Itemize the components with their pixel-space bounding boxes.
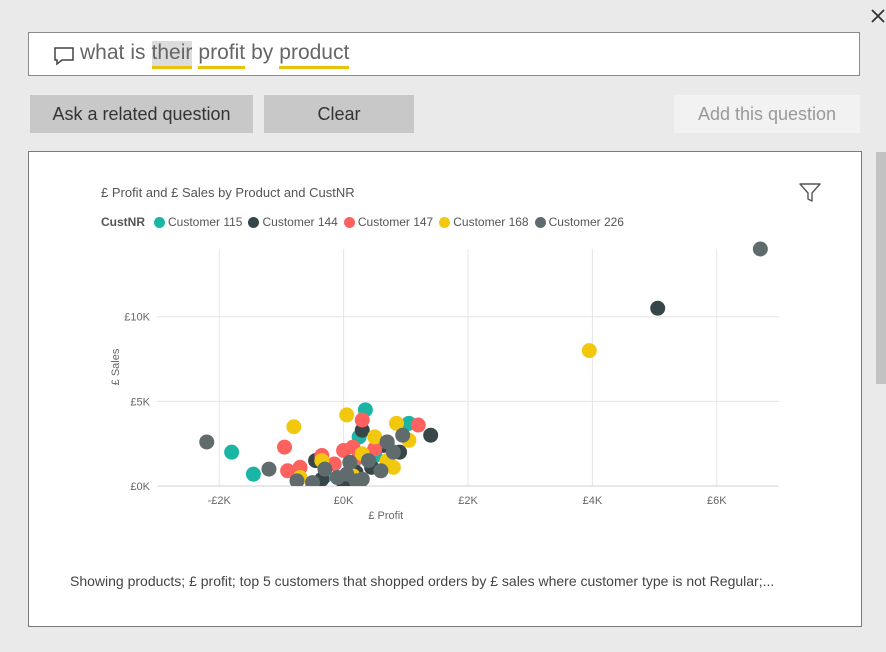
data-point[interactable] [367, 429, 383, 445]
y-tick-label: £5K [130, 396, 150, 408]
data-point[interactable] [395, 427, 411, 443]
result-description: Showing products; £ profit; top 5 custom… [70, 573, 775, 589]
visual-card: £ Profit and £ Sales by Product and Cust… [28, 151, 862, 627]
data-point[interactable] [289, 473, 305, 488]
data-point[interactable] [342, 454, 358, 470]
data-point[interactable] [752, 241, 768, 257]
data-point[interactable] [379, 434, 395, 450]
speech-bubble-icon [54, 47, 74, 66]
legend-title: CustNR [101, 215, 145, 229]
data-point[interactable] [199, 434, 215, 450]
chart-title: £ Profit and £ Sales by Product and Cust… [101, 185, 355, 200]
x-axis-label: £ Profit [368, 510, 403, 522]
x-tick-label: £4K [583, 495, 603, 507]
data-point[interactable] [261, 461, 277, 477]
add-this-question-button[interactable]: Add this question [674, 95, 860, 133]
x-tick-label: £2K [458, 495, 478, 507]
legend-dot [343, 216, 355, 228]
data-point[interactable] [650, 300, 666, 316]
legend-dot [534, 216, 546, 228]
legend-item[interactable]: Customer 226 [534, 215, 624, 229]
clear-button[interactable]: Clear [264, 95, 414, 133]
y-tick-label: £10K [124, 312, 150, 324]
x-tick-label: £0K [334, 495, 354, 507]
legend-item[interactable]: Customer 147 [343, 215, 434, 229]
legend-dot [439, 216, 451, 228]
data-point[interactable] [354, 412, 370, 428]
data-point[interactable] [367, 441, 383, 457]
question-word[interactable]: product [279, 41, 350, 69]
close-icon [871, 9, 885, 23]
data-point[interactable] [385, 459, 401, 475]
question-word[interactable]: by [251, 41, 274, 64]
legend-label: Customer 144 [262, 215, 338, 229]
data-point[interactable] [245, 466, 261, 482]
scatter-plot: -£2K £0K £2K £4K £6K £0K £5K £10K £ Profit £ Sale… [110, 241, 779, 522]
question-word[interactable]: profit [198, 41, 246, 69]
filter-icon[interactable] [798, 182, 822, 204]
data-point[interactable] [317, 461, 333, 477]
data-point[interactable] [339, 466, 355, 482]
data-point[interactable] [277, 439, 293, 455]
close-button[interactable] [868, 6, 886, 26]
scrollbar-thumb[interactable] [876, 152, 886, 384]
data-point[interactable] [360, 453, 376, 469]
y-axis-label: £ Sales [110, 348, 122, 385]
y-tick-label: £0K [130, 481, 150, 493]
question-word[interactable]: what [80, 41, 125, 64]
ask-related-question-button[interactable]: Ask a related question [30, 95, 253, 133]
data-point[interactable] [388, 415, 404, 431]
legend-item[interactable]: Customer 168 [439, 215, 529, 229]
x-tick-label: £6K [707, 495, 727, 507]
data-point[interactable] [354, 471, 370, 487]
legend-label: Customer 115 [168, 215, 243, 229]
legend-label: Customer 168 [453, 215, 529, 229]
points-group [199, 241, 768, 490]
question-text[interactable]: what is their profit by product [80, 41, 355, 69]
data-point[interactable] [286, 419, 302, 435]
data-point[interactable] [305, 475, 320, 490]
data-point[interactable] [339, 407, 355, 423]
question-word[interactable]: is [130, 41, 146, 64]
x-tick-label: -£2K [208, 495, 232, 507]
legend-label: Customer 147 [357, 215, 434, 229]
legend-dot [248, 216, 260, 228]
legend-label: Customer 226 [548, 215, 624, 229]
chart-legend: CustNR Customer 115 Customer 144 Customer … [101, 215, 630, 229]
data-point[interactable] [581, 343, 597, 359]
data-point[interactable] [224, 444, 240, 460]
data-point[interactable] [423, 427, 439, 443]
legend-item[interactable]: Customer 115 [154, 215, 242, 229]
data-point[interactable] [410, 417, 426, 433]
question-input[interactable]: what is their profit by product [28, 32, 860, 76]
data-point[interactable] [373, 463, 389, 479]
legend-dot [154, 216, 165, 228]
question-word[interactable]: their [151, 41, 193, 69]
legend-item[interactable]: Customer 144 [248, 215, 338, 229]
data-point[interactable] [280, 463, 296, 479]
